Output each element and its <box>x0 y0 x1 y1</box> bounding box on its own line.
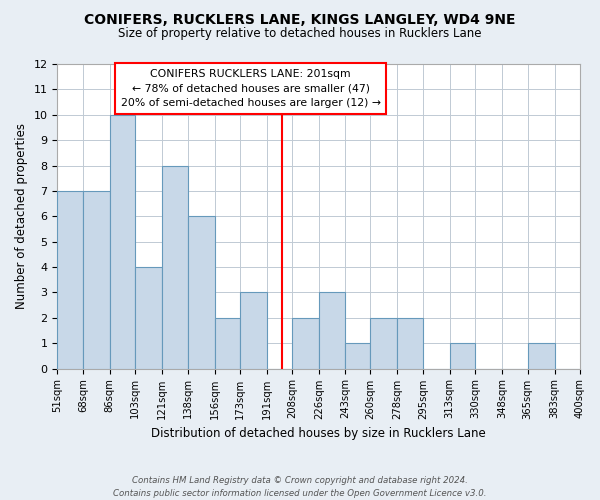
Bar <box>215 318 240 368</box>
Bar <box>83 191 110 368</box>
Text: Size of property relative to detached houses in Rucklers Lane: Size of property relative to detached ho… <box>118 28 482 40</box>
Bar <box>370 318 397 368</box>
Bar <box>58 191 83 368</box>
Bar <box>162 166 188 368</box>
Bar <box>135 267 162 368</box>
Bar <box>110 115 135 368</box>
Bar <box>397 318 423 368</box>
Bar <box>450 343 475 368</box>
X-axis label: Distribution of detached houses by size in Rucklers Lane: Distribution of detached houses by size … <box>151 427 486 440</box>
Text: CONIFERS RUCKLERS LANE: 201sqm
← 78% of detached houses are smaller (47)
20% of : CONIFERS RUCKLERS LANE: 201sqm ← 78% of … <box>121 68 381 108</box>
Bar <box>319 292 345 368</box>
Bar <box>240 292 267 368</box>
Bar <box>345 343 370 368</box>
Bar <box>188 216 215 368</box>
Bar <box>292 318 319 368</box>
Text: CONIFERS, RUCKLERS LANE, KINGS LANGLEY, WD4 9NE: CONIFERS, RUCKLERS LANE, KINGS LANGLEY, … <box>84 12 516 26</box>
Y-axis label: Number of detached properties: Number of detached properties <box>15 124 28 310</box>
Bar <box>527 343 554 368</box>
Text: Contains HM Land Registry data © Crown copyright and database right 2024.
Contai: Contains HM Land Registry data © Crown c… <box>113 476 487 498</box>
